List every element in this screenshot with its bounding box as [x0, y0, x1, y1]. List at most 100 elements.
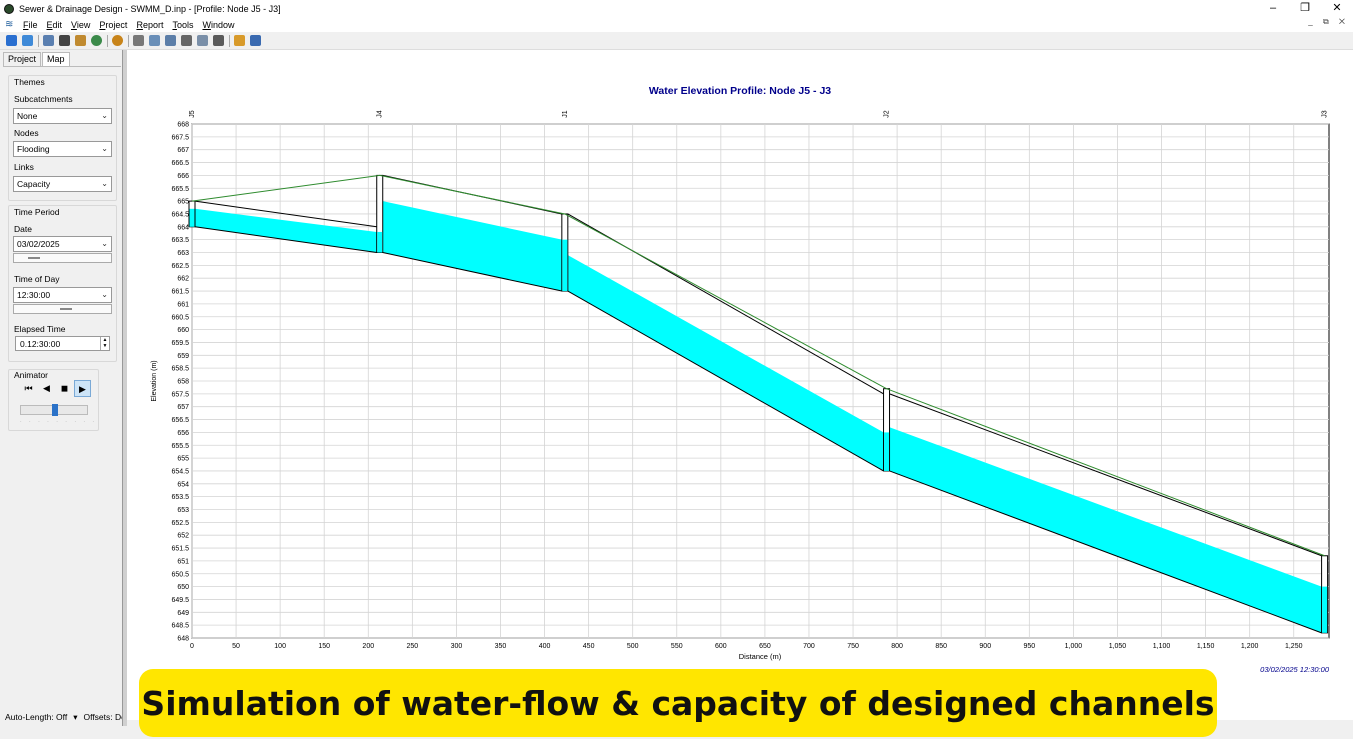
menu-window[interactable]: Window	[202, 19, 235, 30]
menu-file[interactable]: File	[23, 19, 38, 30]
time-of-day-slider[interactable]	[13, 304, 112, 314]
y-tick-label: 659	[177, 353, 189, 360]
mdi-window-controls[interactable]: _ ⧉ ✕	[1308, 17, 1349, 26]
manhole-water	[1322, 586, 1328, 633]
water-fill	[195, 208, 377, 253]
play-icon[interactable]: ▶	[74, 380, 91, 397]
video-caption: Simulation of water-flow & capacity of d…	[139, 669, 1217, 737]
x-tick-label: 900	[979, 643, 991, 650]
nodes-select[interactable]: Flooding ⌄	[13, 141, 112, 157]
copy-icon[interactable]	[43, 35, 54, 46]
query-icon[interactable]	[75, 35, 86, 46]
browser-tabs: Project Map	[3, 52, 71, 66]
menu-view[interactable]: View	[71, 19, 91, 30]
stop-icon[interactable]: ◼	[60, 383, 69, 393]
y-tick-label: 652.5	[171, 520, 189, 527]
app-menu-icon[interactable]: ≋	[5, 19, 14, 30]
window-title: Sewer & Drainage Design - SWMM_D.inp - […	[19, 3, 281, 14]
find-icon[interactable]	[59, 35, 70, 46]
y-tick-label: 660.5	[171, 314, 189, 321]
x-tick-label: 1,250	[1285, 643, 1303, 650]
time-period-group	[8, 205, 117, 362]
node-label: J1	[562, 110, 569, 118]
y-tick-label: 657.5	[171, 391, 189, 398]
links-select[interactable]: Capacity ⌄	[13, 176, 112, 192]
x-tick-label: 700	[803, 643, 815, 650]
spinner-arrows-icon[interactable]: ▲ ▼	[100, 337, 109, 350]
y-axis-label: Elevation (m)	[151, 360, 158, 401]
x-tick-label: 300	[451, 643, 463, 650]
stats-icon[interactable]	[213, 35, 224, 46]
y-tick-label: 665	[177, 199, 189, 206]
x-tick-label: 650	[759, 643, 771, 650]
options-icon[interactable]	[234, 35, 245, 46]
x-tick-label: 1,050	[1109, 643, 1127, 650]
y-tick-label: 656.5	[171, 417, 189, 424]
y-tick-label: 654	[177, 481, 189, 488]
graph-icon[interactable]	[149, 35, 160, 46]
y-tick-label: 664	[177, 224, 189, 231]
x-tick-label: 50	[232, 643, 240, 650]
y-tick-label: 658	[177, 379, 189, 386]
open-icon[interactable]	[22, 35, 33, 46]
x-tick-label: 350	[495, 643, 507, 650]
themes-group	[8, 75, 117, 201]
table-icon[interactable]	[181, 35, 192, 46]
report-icon[interactable]	[133, 35, 144, 46]
x-tick-label: 250	[407, 643, 419, 650]
close-button[interactable]: ✕	[1332, 2, 1342, 14]
node-label: J4	[377, 110, 384, 118]
minimize-button[interactable]: –	[1269, 2, 1277, 14]
date-select[interactable]: 03/02/2025 ⌄	[13, 236, 112, 252]
panel-splitter[interactable]	[122, 50, 127, 726]
x-tick-label: 950	[1023, 643, 1035, 650]
subcatchments-select[interactable]: None ⌄	[13, 108, 112, 124]
y-tick-label: 653	[177, 507, 189, 514]
node-labels: J5 J4 J1 J2 J3	[189, 110, 1329, 118]
y-tick-label: 654.5	[171, 468, 189, 475]
new-icon[interactable]	[6, 35, 17, 46]
elapsed-time-label: Elapsed Time	[14, 324, 66, 334]
y-tick-label: 660	[177, 327, 189, 334]
y-tick-label: 661.5	[171, 289, 189, 296]
slider-thumb[interactable]	[52, 404, 58, 416]
toolbar-separator	[38, 34, 39, 47]
scatter-icon[interactable]	[197, 35, 208, 46]
y-tick-label: 655	[177, 456, 189, 463]
overview-icon[interactable]	[91, 35, 102, 46]
y-tick-label: 655.5	[171, 443, 189, 450]
maximize-button[interactable]: ❐	[1300, 2, 1310, 14]
chevron-down-icon[interactable]: ▾	[73, 711, 78, 722]
run-icon[interactable]	[112, 35, 123, 46]
arrange-icon[interactable]	[250, 35, 261, 46]
menu-report[interactable]: Report	[136, 19, 164, 30]
manhole-water	[562, 239, 568, 292]
profile-icon[interactable]	[165, 35, 176, 46]
time-of-day-label: Time of Day	[14, 274, 60, 284]
step-back-icon[interactable]: ◀	[43, 383, 50, 393]
water-fill	[567, 255, 884, 471]
node-label: J3	[1322, 110, 1329, 118]
menu-project[interactable]: Project	[99, 19, 128, 30]
time-of-day-select[interactable]: 12:30:00 ⌄	[13, 287, 112, 303]
links-label: Links	[14, 162, 34, 172]
map-browser-panel: Themes Subcatchments None ⌄ Nodes Floodin…	[3, 66, 121, 706]
auto-length-status[interactable]: Auto-Length: Off	[5, 712, 68, 722]
menu-tools[interactable]: Tools	[172, 19, 194, 30]
y-tick-label: 651	[177, 558, 189, 565]
rewind-icon[interactable]: ⏮	[24, 383, 33, 393]
date-slider[interactable]	[13, 253, 112, 263]
offsets-status[interactable]: Offsets: De	[83, 712, 126, 722]
tab-project[interactable]: Project	[3, 52, 42, 66]
menu-edit[interactable]: Edit	[46, 19, 63, 30]
subcatchments-label: Subcatchments	[14, 94, 73, 104]
elapsed-time-spinner[interactable]: 0.12:30:00 ▲ ▼	[15, 336, 110, 351]
menu-bar: ≋ File Edit View Project Report Tools Wi…	[0, 17, 1353, 32]
chevron-down-icon: ⌄	[101, 290, 108, 299]
conduit-crown	[889, 393, 1322, 557]
y-axis-ticks: 648 648.5 649 649.5 650 650.5 651 651.5 652 652.5…	[171, 122, 189, 643]
x-tick-label: 450	[583, 643, 595, 650]
animation-speed-slider[interactable]	[20, 404, 88, 416]
slider-ticks: · · · · · · · · ·	[20, 419, 98, 425]
tab-map[interactable]: Map	[42, 52, 70, 66]
